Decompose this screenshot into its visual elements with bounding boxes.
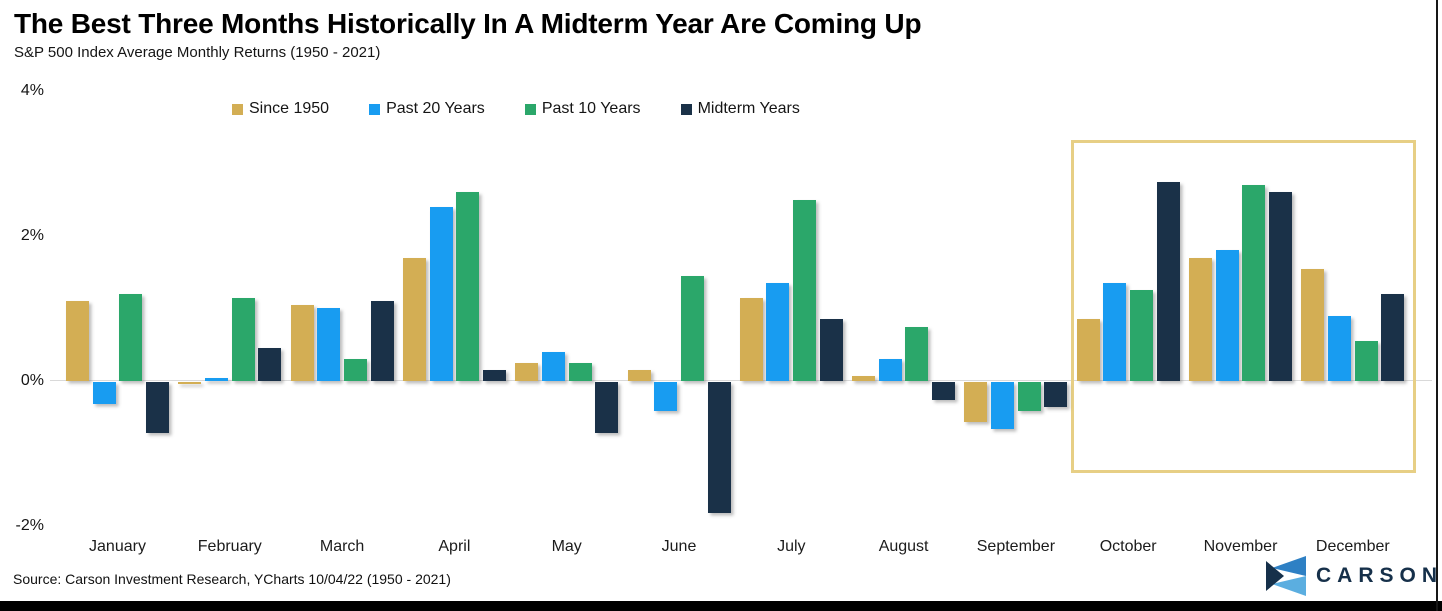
bar-past-10-years-september: [1017, 382, 1041, 411]
x-axis-label-december: December: [1315, 538, 1390, 555]
y-axis-tick--2: -2%: [15, 517, 44, 534]
x-axis-label-november: November: [1203, 538, 1278, 555]
bar-past-20-years-december: [1327, 316, 1351, 381]
bar-past-20-years-april: [429, 207, 453, 381]
x-axis-label-september: September: [976, 538, 1056, 555]
y-axis-tick-4: 4%: [20, 82, 44, 99]
legend-swatch-past-10-years: [524, 103, 536, 115]
bar-midterm-years-november: [1269, 192, 1292, 381]
bar-past-10-years-may: [568, 363, 592, 381]
bar-since-1950-may: [515, 363, 539, 381]
bar-midterm-years-april: [482, 370, 506, 381]
bar-since-1950-august: [852, 376, 876, 381]
carson-logo-text: CARSON: [1316, 564, 1442, 587]
bar-midterm-years-may: [595, 382, 619, 433]
carson-logo-icon: [1266, 556, 1306, 596]
bar-past-10-years-february: [231, 298, 255, 381]
bar-since-1950-january: [66, 301, 89, 381]
bar-past-10-years-march: [343, 359, 367, 381]
chart-subtitle: S&P 500 Index Average Monthly Returns (1…: [14, 44, 381, 61]
bar-since-1950-february: [178, 382, 202, 384]
bar-midterm-years-december: [1381, 294, 1405, 381]
bar-since-1950-october: [1076, 319, 1100, 381]
bar-past-20-years-february: [204, 378, 228, 381]
y-axis-tick-2: 2%: [20, 227, 44, 244]
bar-midterm-years-october: [1156, 182, 1180, 381]
bar-past-20-years-may: [541, 352, 565, 381]
bar-midterm-years-august: [932, 382, 956, 400]
legend-swatch-midterm-years: [680, 103, 692, 115]
bar-since-1950-june: [627, 370, 651, 381]
bar-past-20-years-november: [1215, 250, 1239, 381]
legend-item-since-1950: Since 1950: [232, 100, 329, 118]
bar-past-20-years-july: [766, 283, 790, 381]
bar-midterm-years-january: [146, 382, 169, 433]
bar-past-10-years-november: [1242, 185, 1266, 381]
bar-since-1950-july: [739, 298, 763, 381]
bar-past-10-years-january: [119, 294, 143, 381]
x-axis-label-april: April: [438, 538, 471, 555]
bar-past-10-years-august: [905, 327, 929, 381]
y-axis-tick-0: 0%: [20, 372, 44, 389]
right-border-line: [1436, 0, 1438, 611]
legend-item-midterm-years: Midterm Years: [680, 100, 800, 118]
bar-past-20-years-september: [991, 382, 1015, 429]
bar-midterm-years-july: [819, 319, 843, 381]
bar-since-1950-march: [290, 305, 314, 381]
x-axis-label-july: July: [777, 538, 806, 555]
legend-swatch-past-20-years: [369, 103, 381, 115]
x-axis-label-february: February: [197, 538, 262, 555]
page-title: The Best Three Months Historically In A …: [14, 8, 922, 39]
bar-past-10-years-december: [1354, 341, 1378, 381]
legend-label: Midterm Years: [697, 100, 800, 117]
x-axis-label-may: May: [551, 538, 582, 555]
bar-midterm-years-february: [258, 348, 282, 381]
bar-past-20-years-august: [878, 359, 902, 381]
legend: Since 1950 Past 20 Years Past 10 Years Midt…: [232, 100, 800, 118]
legend-label: Since 1950: [249, 100, 330, 117]
bar-midterm-years-june: [707, 382, 731, 513]
bar-past-10-years-june: [680, 276, 704, 381]
legend-item-past-20-years: Past 20 Years: [369, 100, 485, 118]
bar-past-20-years-october: [1103, 283, 1127, 381]
legend-label: Past 20 Years: [386, 100, 485, 117]
legend-swatch-since-1950: [232, 103, 243, 115]
bar-since-1950-april: [402, 258, 426, 381]
bar-midterm-years-september: [1044, 382, 1068, 407]
highlight-box-oct-nov-dec: [1070, 140, 1417, 473]
bar-since-1950-november: [1189, 258, 1212, 381]
bottom-border-bar: [0, 601, 1442, 611]
legend-label: Past 10 Years: [541, 100, 641, 117]
x-axis-label-august: August: [878, 538, 929, 555]
bar-since-1950-december: [1301, 269, 1325, 381]
x-axis-label-january: January: [89, 538, 146, 555]
x-axis-label-october: October: [1099, 538, 1157, 555]
bar-since-1950-september: [964, 382, 988, 422]
bar-past-10-years-october: [1130, 290, 1154, 381]
x-axis-label-june: June: [661, 538, 697, 555]
carson-logo: CARSON: [1264, 556, 1442, 596]
legend-item-past-10-years: Past 10 Years: [524, 100, 641, 118]
bar-past-10-years-april: [456, 192, 480, 381]
bar-past-20-years-june: [654, 382, 678, 411]
x-axis-label-march: March: [319, 538, 365, 555]
bar-past-20-years-march: [317, 308, 341, 381]
bar-past-20-years-january: [92, 382, 116, 404]
bar-midterm-years-march: [370, 301, 394, 381]
bar-past-10-years-july: [793, 200, 817, 381]
source-note: Source: Carson Investment Research, YCha…: [13, 571, 451, 587]
